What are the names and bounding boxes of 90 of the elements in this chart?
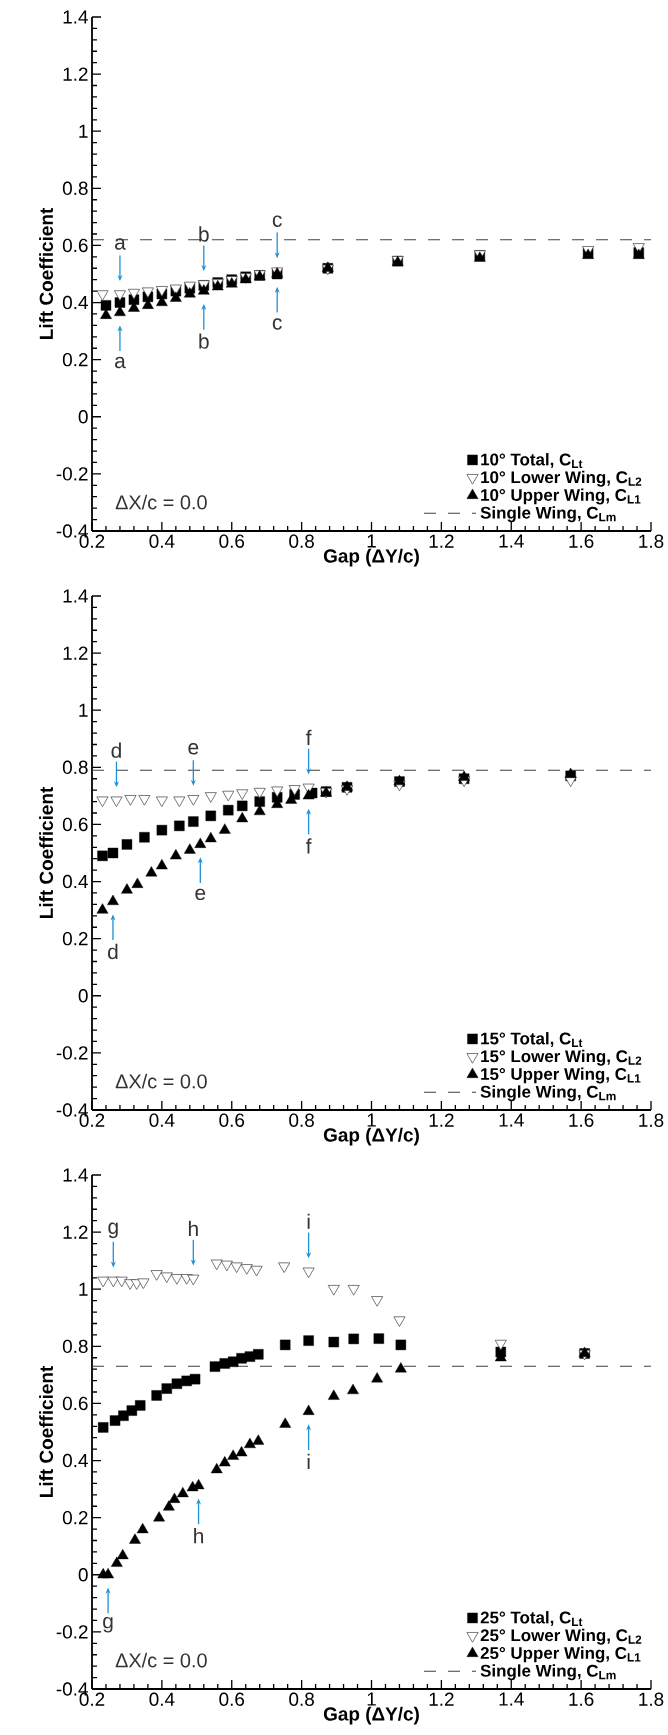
y-tick-label: 0.8 xyxy=(62,1339,88,1354)
annotation: a xyxy=(115,238,126,250)
annotation: h xyxy=(194,1528,204,1544)
x-tick-label: 0.6 xyxy=(219,1113,245,1127)
y-tick-label: 1.4 xyxy=(63,1168,88,1182)
legend-label: 25° Lower Wing, C$_{L2}$ xyxy=(480,1628,642,1645)
x-tick-label: 1 xyxy=(367,1113,376,1127)
legend-label: Single Wing, C$_{Lm}$ xyxy=(480,1664,616,1681)
y-tick-label: 1.2 xyxy=(63,67,88,81)
legend-label: 25° Total, C$_{Lt}$ xyxy=(480,1611,583,1627)
x-tick-label: 1.2 xyxy=(429,534,454,548)
annotation: g xyxy=(108,1222,118,1239)
annotation: i xyxy=(307,1453,310,1469)
y-tick-label: 0.6 xyxy=(62,1396,88,1411)
legend-label: 15° Upper Wing, C$_{L1}$ xyxy=(481,1067,641,1084)
x-tick-label: 1.2 xyxy=(429,1113,454,1127)
y-tick-label: -0.2 xyxy=(56,467,88,481)
annotation: f xyxy=(306,729,312,745)
y-tick-label: 0 xyxy=(78,989,88,1003)
annotation: d xyxy=(111,742,121,758)
x-axis-title: Gap (ΔY/c) xyxy=(323,1706,419,1725)
y-tick-label: -0.2 xyxy=(56,1046,88,1060)
annotation: g xyxy=(103,1616,113,1633)
y-tick-label: 0.4 xyxy=(62,295,88,310)
annotation: e xyxy=(188,743,199,755)
legend-label: 10° Lower Wing, C$_{L2}$ xyxy=(481,470,642,487)
x-axis-title: Gap (ΔY/c) xyxy=(323,1127,419,1146)
x-tick-label: 0.4 xyxy=(149,534,175,548)
y-axis-title: Lift Coefficient xyxy=(39,786,54,918)
x-tick-label: 1 xyxy=(367,1692,376,1706)
y-tick-label: 0.6 xyxy=(62,817,88,832)
annotation: ΔX/c = 0.0 xyxy=(115,494,207,510)
x-axis-title: Gap (ΔY/c) xyxy=(323,548,419,567)
x-tick-label: 0.4 xyxy=(149,1692,175,1706)
annotation: d xyxy=(108,943,118,960)
y-tick-label: 1.4 xyxy=(63,589,88,603)
y-tick-label: 0.2 xyxy=(62,352,88,367)
annotation: a xyxy=(115,356,126,369)
annotation: e xyxy=(195,888,206,901)
x-tick-label: 0.6 xyxy=(219,534,245,548)
y-tick-label: 1 xyxy=(79,1282,88,1296)
annotation: i xyxy=(307,1213,310,1229)
legend-label: 15° Total, C$_{Lt}$ xyxy=(481,1032,583,1048)
y-tick-label: 1 xyxy=(79,124,88,138)
y-tick-label: 1.2 xyxy=(63,646,88,660)
y-tick-label: 0.4 xyxy=(62,1453,88,1468)
y-tick-label: 0.2 xyxy=(62,1510,88,1525)
legend-label: 15° Lower Wing, C$_{L2}$ xyxy=(481,1049,642,1066)
x-tick-label: 0.8 xyxy=(289,1113,314,1127)
y-tick-label: 0.6 xyxy=(62,238,88,253)
annotation: h xyxy=(188,1220,198,1236)
y-tick-label: 0.8 xyxy=(62,181,88,196)
x-tick-label: 1.8 xyxy=(639,534,664,548)
x-tick-label: 0.4 xyxy=(149,1113,175,1127)
x-tick-label: 1.4 xyxy=(499,1113,524,1127)
x-tick-label: 1.6 xyxy=(569,534,594,548)
y-tick-label: 0 xyxy=(78,1568,88,1582)
x-tick-label: 1.8 xyxy=(639,1692,664,1706)
annotation: b xyxy=(199,226,209,242)
x-tick-label: 1.2 xyxy=(429,1692,454,1706)
x-tick-label: 0.6 xyxy=(219,1692,245,1706)
annotation: f xyxy=(306,838,312,854)
y-tick-label: 0.2 xyxy=(62,931,88,946)
y-tick-label: 1.4 xyxy=(63,10,88,24)
y-tick-label: -0.2 xyxy=(56,1625,88,1639)
x-tick-label: 1 xyxy=(367,534,376,548)
x-tick-label: 1.6 xyxy=(569,1692,594,1706)
y-axis-title: Lift Coefficient xyxy=(39,207,54,339)
annotation: b xyxy=(199,333,209,349)
y-axis-title: Lift Coefficient xyxy=(39,1366,54,1497)
annotation: ΔX/c = 0.0 xyxy=(115,1073,207,1089)
x-tick-label: 1.8 xyxy=(639,1113,664,1127)
annotation: c xyxy=(272,318,282,330)
annotation: c xyxy=(272,215,282,227)
y-tick-label: 1.2 xyxy=(63,1225,88,1239)
legend-label: 10° Upper Wing, C$_{L1}$ xyxy=(481,488,641,505)
x-tick-label: 1.4 xyxy=(499,1692,524,1706)
x-tick-label: 0.8 xyxy=(289,1692,314,1706)
legend-label: Single Wing, C$_{Lm}$ xyxy=(480,506,616,523)
legend-label: 10° Total, C$_{Lt}$ xyxy=(481,453,583,469)
y-tick-label: 1 xyxy=(79,703,88,717)
y-tick-label: 0 xyxy=(78,410,88,424)
legend-label: Single Wing, C$_{Lm}$ xyxy=(480,1085,616,1102)
x-tick-label: 1.4 xyxy=(499,534,524,548)
annotation: ΔX/c = 0.0 xyxy=(115,1652,207,1668)
x-tick-label: 1.6 xyxy=(569,1113,594,1127)
x-tick-label: 0.8 xyxy=(289,534,314,548)
y-tick-label: 0.4 xyxy=(62,874,88,889)
y-tick-label: 0.8 xyxy=(62,760,88,775)
legend-label: 25° Upper Wing, C$_{L1}$ xyxy=(480,1646,641,1663)
